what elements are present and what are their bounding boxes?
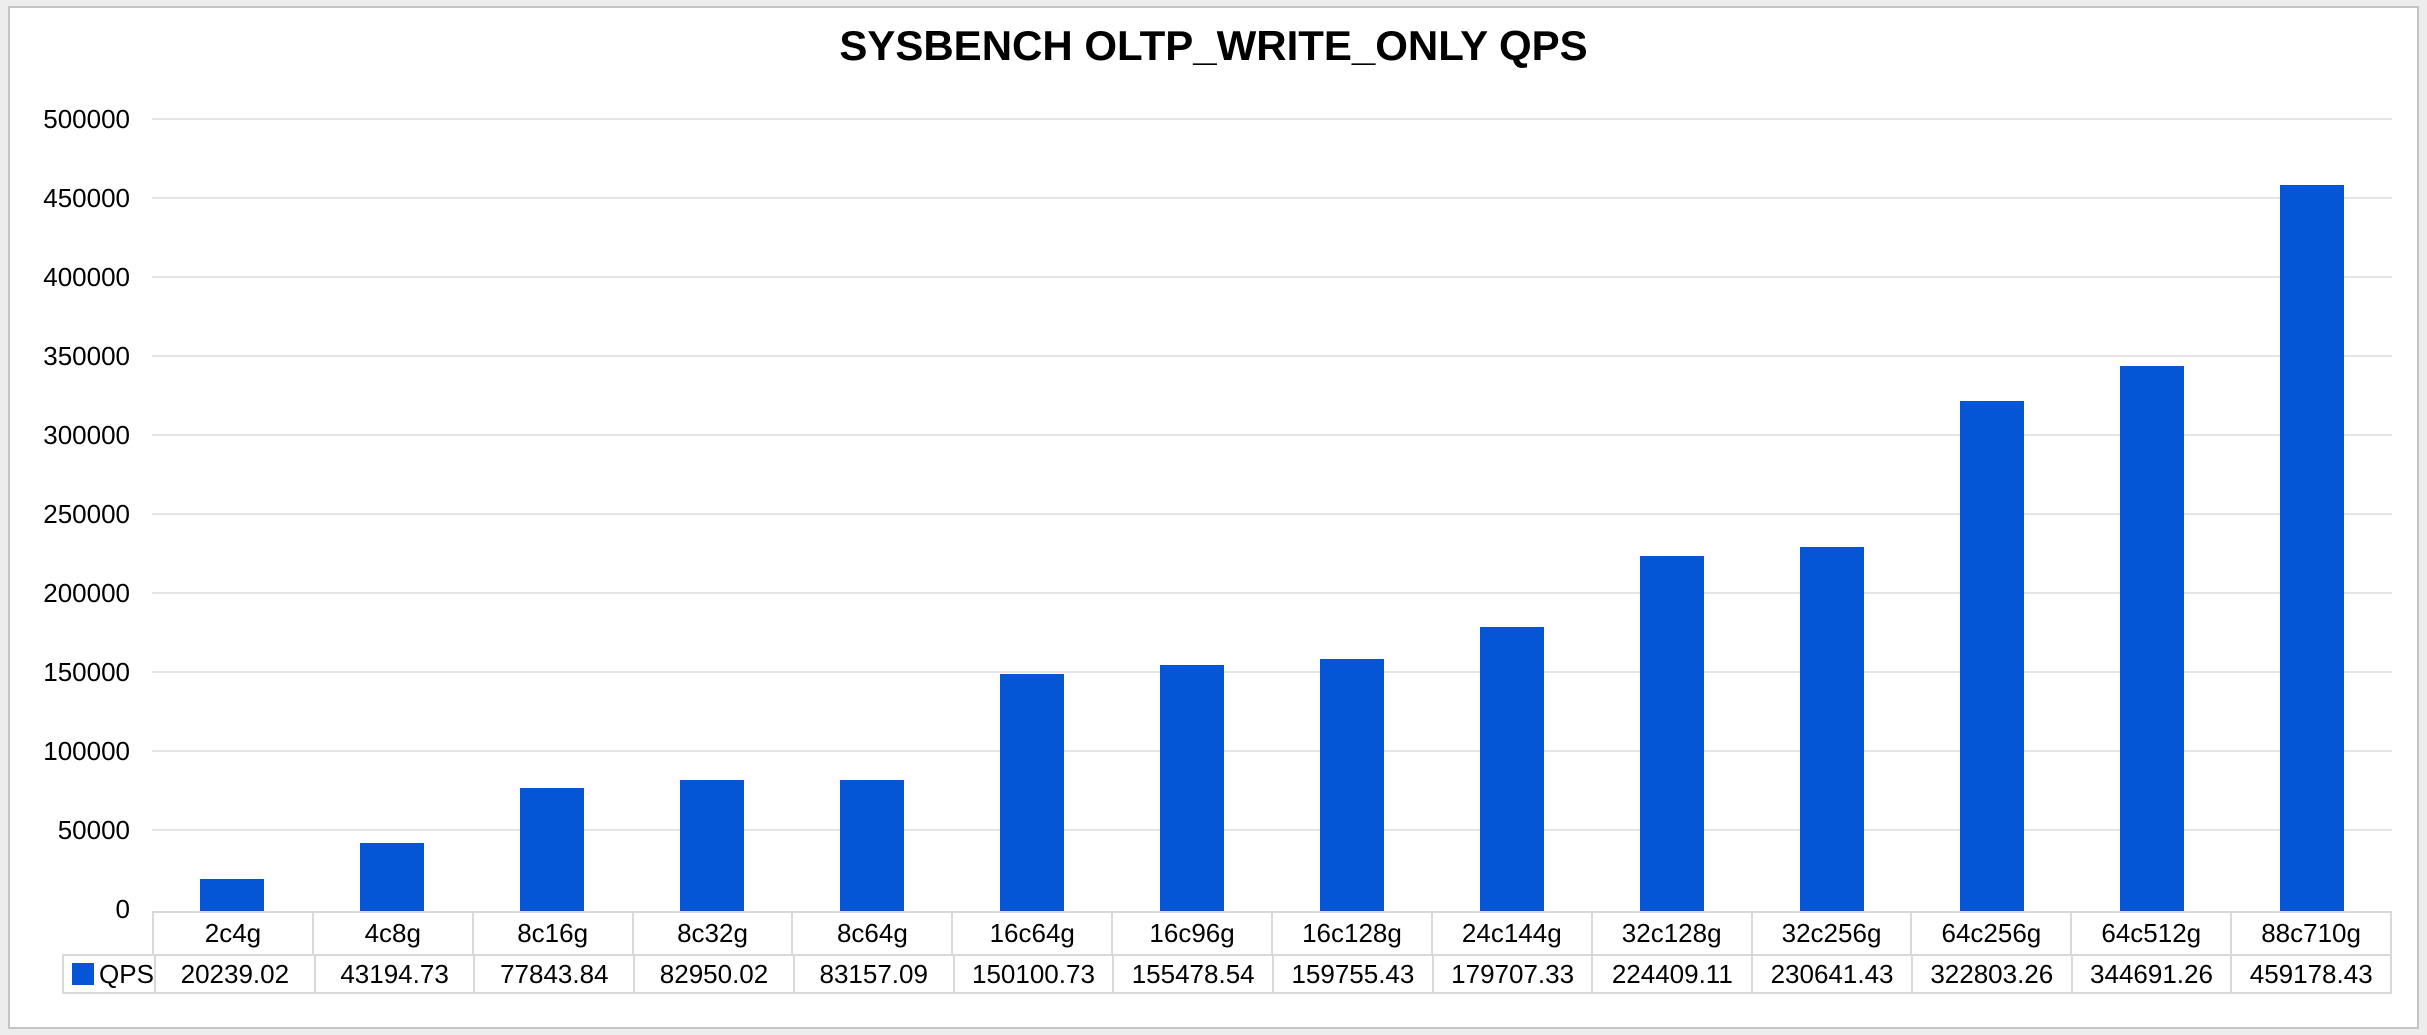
y-tick-label: 0 (115, 894, 130, 924)
y-tick-label: 450000 (43, 183, 130, 213)
value-cell: 459178.43 (2230, 956, 2390, 992)
y-tick-label: 500000 (43, 104, 130, 134)
legend-color-swatch-icon (72, 963, 94, 985)
category-cell: 64c256g (1910, 913, 2070, 954)
category-cell: 64c512g (2070, 913, 2230, 954)
data-table-value-row: QPS 20239.02 43194.73 77843.84 82950.02 8315… (62, 954, 2392, 994)
value-cell: 230641.43 (1751, 956, 1911, 992)
gridline (152, 197, 2392, 199)
value-cell: 20239.02 (154, 956, 314, 992)
gridline (152, 750, 2392, 752)
value-cell: 82950.02 (633, 956, 793, 992)
y-tick-label: 200000 (43, 578, 130, 608)
legend-series-label: QPS (99, 958, 154, 989)
category-cell: 16c64g (951, 913, 1111, 954)
bar-16c128g (1320, 659, 1384, 911)
gridline (152, 671, 2392, 673)
gridline (152, 829, 2392, 831)
bar-8c16g (520, 788, 584, 911)
gridline (152, 434, 2392, 436)
value-cell: 224409.11 (1591, 956, 1751, 992)
gridline (152, 592, 2392, 594)
y-tick-label: 250000 (43, 499, 130, 529)
gridline (152, 355, 2392, 357)
bar-16c64g (1000, 674, 1064, 911)
value-cell: 344691.26 (2070, 956, 2231, 992)
category-cell: 8c16g (471, 913, 632, 954)
y-tick-label: 50000 (57, 815, 130, 845)
bar-88c710g (2280, 185, 2344, 911)
value-cell: 150100.73 (952, 956, 1113, 992)
category-cell: 8c32g (631, 913, 792, 954)
bar-64c512g (2120, 366, 2184, 911)
category-cell: 16c96g (1111, 913, 1271, 954)
legend-cell: QPS (64, 956, 154, 992)
y-tick-label: 400000 (43, 262, 130, 292)
data-table-category-row: 2c4g 4c8g 8c16g 8c32g 8c64g 16c64g 16c96g 16c12… (152, 911, 2392, 954)
category-cell: 16c128g (1271, 913, 1431, 954)
bar-32c256g (1800, 547, 1864, 911)
bar-16c96g (1160, 665, 1224, 911)
y-tick-label: 300000 (43, 420, 130, 450)
value-cell: 155478.54 (1112, 956, 1272, 992)
y-tick-label: 100000 (43, 736, 130, 766)
category-cell: 4c8g (311, 913, 472, 954)
bar-24c144g (1480, 627, 1544, 911)
value-cell: 43194.73 (313, 956, 474, 992)
bar-64c256g (1960, 401, 2024, 911)
category-cell: 24c144g (1430, 913, 1591, 954)
value-cell: 159755.43 (1272, 956, 1432, 992)
category-cell: 8c64g (791, 913, 951, 954)
category-cell: 32c128g (1590, 913, 1751, 954)
bar-4c8g (360, 843, 424, 911)
y-tick-label: 150000 (43, 657, 130, 687)
value-cell: 179707.33 (1431, 956, 1592, 992)
bar-2c4g (200, 879, 264, 911)
category-cell: 2c4g (204, 918, 262, 948)
chart-title: SYSBENCH OLTP_WRITE_ONLY QPS (839, 22, 1588, 69)
gridline (152, 118, 2392, 120)
gridline (152, 513, 2392, 515)
bar-8c32g (680, 780, 744, 911)
y-tick-label: 350000 (43, 341, 130, 371)
bar-32c128g (1640, 556, 1704, 911)
value-cell: 77843.84 (473, 956, 633, 992)
value-cell: 322803.26 (1910, 956, 2071, 992)
bar-8c64g (840, 780, 904, 911)
category-cell: 88c710g (2230, 913, 2390, 954)
category-cell: 32c256g (1750, 913, 1911, 954)
gridline (152, 276, 2392, 278)
value-cell: 83157.09 (792, 956, 953, 992)
